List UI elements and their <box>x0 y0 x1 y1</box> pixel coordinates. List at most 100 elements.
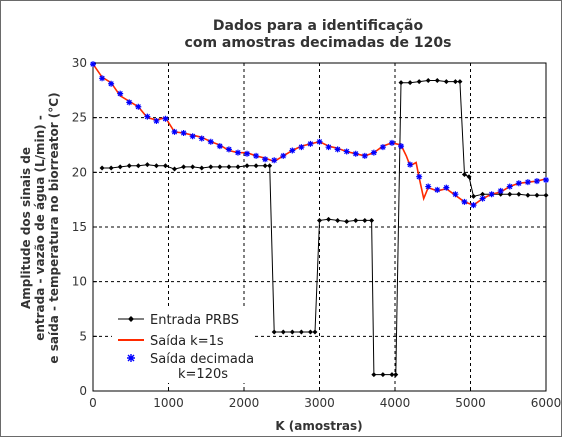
y-tick-label: 5 <box>79 329 87 343</box>
data-point <box>380 372 386 378</box>
legend-label-saida: Saída k=1s <box>150 334 224 349</box>
data-point <box>352 150 359 157</box>
data-point <box>398 143 405 150</box>
data-point <box>388 139 395 146</box>
y-axis-label-line-1: Amplitude dos sinais de <box>19 147 33 309</box>
data-point <box>361 152 368 159</box>
data-point <box>479 195 486 202</box>
data-point <box>326 216 332 222</box>
data-point <box>316 138 323 145</box>
data-point <box>108 80 115 87</box>
x-tick-label: 3000 <box>304 396 335 410</box>
data-point <box>335 217 341 223</box>
data-point <box>466 174 472 180</box>
data-point <box>461 198 468 205</box>
data-point <box>253 152 260 159</box>
legend-label-decimada-line-1: Saída decimada <box>150 352 254 367</box>
chart-title-line-2: com amostras decimadas de 120s <box>185 35 452 51</box>
y-tick-label: 0 <box>79 384 87 398</box>
data-point <box>199 165 205 171</box>
y-tick-label: 20 <box>72 165 87 179</box>
data-point <box>371 372 377 378</box>
data-point <box>225 146 232 153</box>
data-point <box>307 140 314 147</box>
data-point <box>280 329 286 335</box>
data-point <box>180 129 187 136</box>
data-point <box>497 187 504 194</box>
y-tick-label: 10 <box>72 275 87 289</box>
data-point <box>334 146 341 153</box>
data-point <box>307 329 313 335</box>
x-tick-label: 6000 <box>531 396 562 410</box>
data-point <box>126 163 132 169</box>
data-point <box>516 191 522 197</box>
data-point <box>234 149 241 156</box>
data-point <box>525 192 531 198</box>
data-point <box>443 184 450 191</box>
data-point <box>379 144 386 151</box>
data-point <box>162 163 168 169</box>
data-point <box>289 147 296 154</box>
data-point <box>153 117 160 124</box>
y-axis-label-line-2: entrada - vazão de água (L/min) - <box>33 115 47 341</box>
series-0 <box>99 77 549 378</box>
data-point <box>470 202 477 209</box>
data-point <box>298 329 304 335</box>
x-tick-label: 1000 <box>153 396 184 410</box>
data-point <box>515 180 522 187</box>
data-point <box>162 115 169 122</box>
data-point <box>370 149 377 156</box>
legend-label-prbs: Entrada PRBS <box>150 313 239 328</box>
data-point <box>434 186 441 193</box>
data-point <box>90 61 96 68</box>
data-point <box>480 191 486 197</box>
data-point <box>280 152 287 159</box>
y-tick-label: 15 <box>72 220 87 234</box>
y-tick-label: 25 <box>72 111 87 125</box>
data-point <box>407 80 413 86</box>
x-tick-label: 0 <box>89 396 97 410</box>
data-point <box>144 113 151 120</box>
data-point <box>443 79 449 85</box>
data-point <box>172 166 178 172</box>
data-point <box>369 217 375 223</box>
data-point <box>289 329 295 335</box>
data-point <box>208 164 214 170</box>
data-point <box>262 156 269 163</box>
data-point <box>543 176 549 183</box>
data-point <box>207 138 214 145</box>
data-point <box>108 165 114 171</box>
data-point <box>434 77 440 83</box>
data-point <box>425 77 431 83</box>
data-point <box>534 192 540 198</box>
data-point <box>181 164 187 170</box>
x-tick-label: 5000 <box>455 396 486 410</box>
data-point <box>153 163 159 169</box>
data-point <box>117 164 123 170</box>
data-point <box>99 75 106 82</box>
data-point <box>353 217 359 223</box>
data-point <box>126 99 133 106</box>
data-point <box>425 183 432 190</box>
data-point <box>190 164 196 170</box>
legend-marker-prbs <box>128 316 134 322</box>
data-point <box>312 329 318 335</box>
data-point <box>344 219 350 225</box>
data-point <box>506 183 513 190</box>
y-tick-label: 30 <box>72 56 87 70</box>
legend-marker-decimada <box>127 354 135 362</box>
data-point <box>362 217 368 223</box>
data-point <box>407 161 414 168</box>
data-point <box>244 150 251 157</box>
data-point <box>343 148 350 155</box>
data-point <box>262 163 268 169</box>
y-axis-label-line-3: e saída - temperatura no biorreator (°C) <box>47 92 61 363</box>
series-layer <box>90 61 549 378</box>
data-point <box>524 179 531 186</box>
data-point <box>235 164 241 170</box>
legend: Entrada PRBS Saída k=1s Saída decimada k… <box>112 306 254 383</box>
x-axis-label: K (amostras) <box>275 419 362 433</box>
data-point <box>452 79 458 85</box>
data-point <box>135 163 141 169</box>
